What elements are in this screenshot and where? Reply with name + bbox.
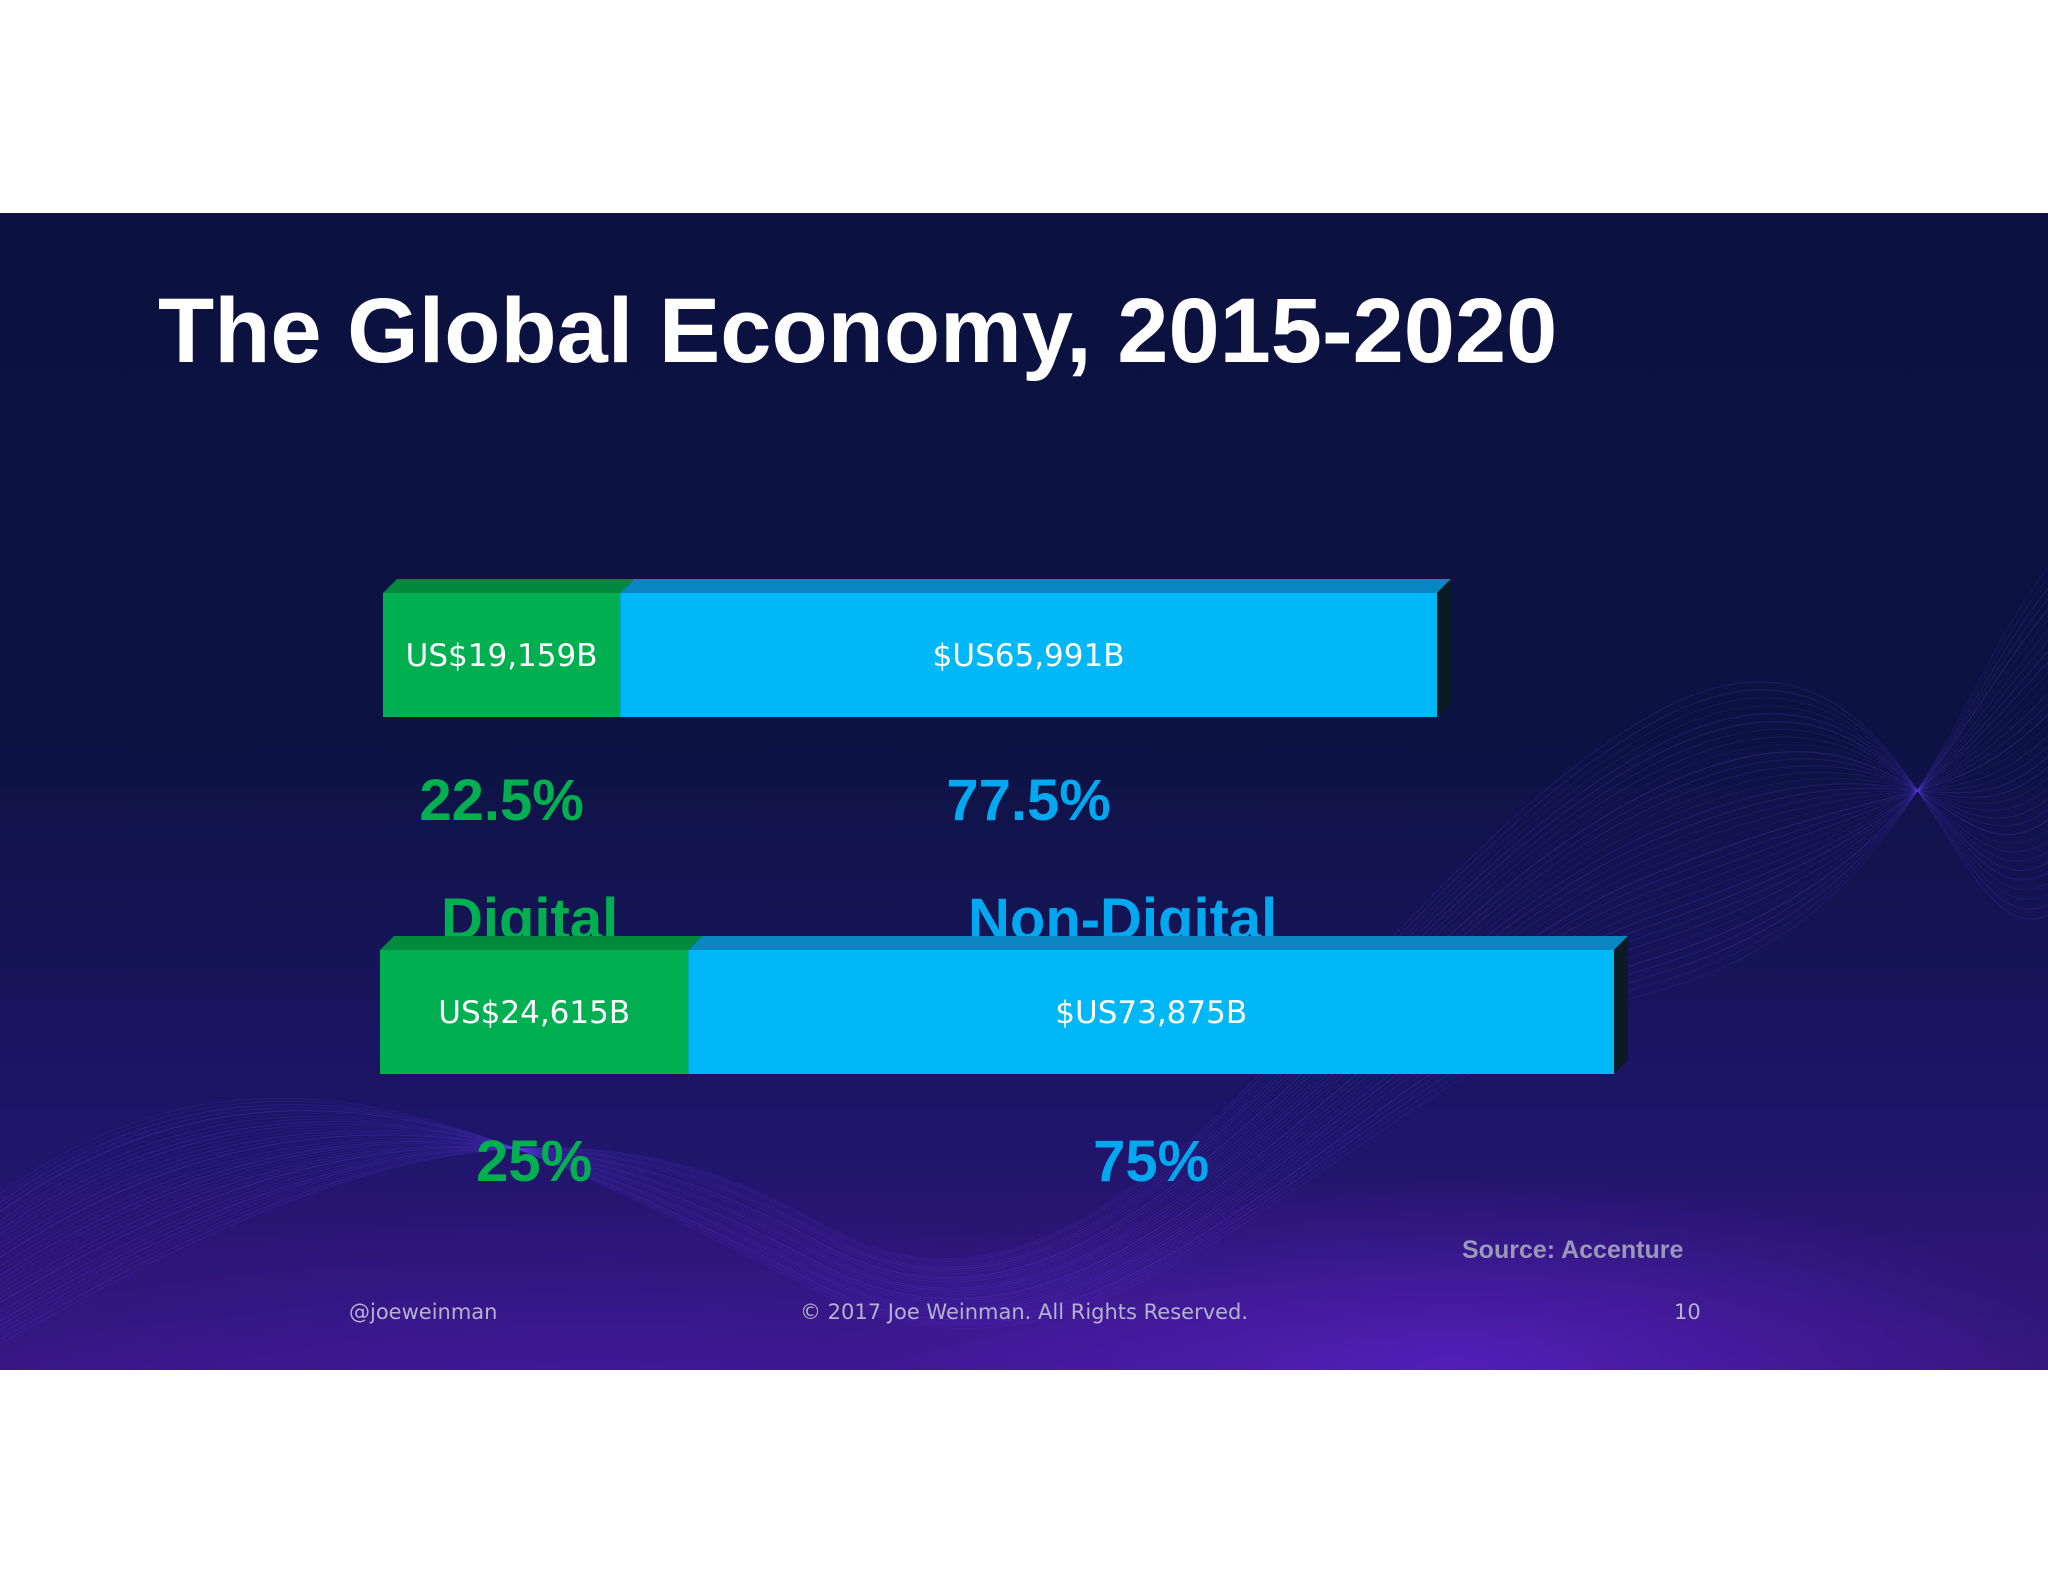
wave-line — [0, 743, 2048, 1308]
wave-line — [0, 566, 2048, 1329]
bar-2-non-digital-segment — [688, 950, 1614, 1074]
wave-line — [0, 697, 2048, 1336]
wave-line — [0, 713, 2048, 1300]
slide-title: The Global Economy, 2015-2020 — [158, 280, 1558, 382]
wave-line — [0, 756, 2048, 1291]
bar-2-digital-value-label: US$24,615B — [438, 995, 630, 1031]
wave-line — [0, 619, 2048, 1319]
wave-line — [0, 751, 2048, 1304]
bar-2-digital-segment — [380, 950, 689, 1074]
wave-line — [0, 661, 2048, 1310]
wave-line — [0, 766, 2048, 1289]
bar-2-non-digital-percent-label: 75% — [1093, 1129, 1209, 1194]
wave-line — [0, 598, 2048, 1323]
wave-line — [0, 758, 2048, 1299]
wave-line — [0, 777, 2048, 1287]
wave-line — [0, 745, 2048, 1293]
slide: The Global Economy, 2015-2020 US$19,159B… — [0, 213, 2048, 1370]
wave-line — [0, 640, 2048, 1314]
bar-1-non-digital-segment — [620, 593, 1437, 717]
wave-line — [0, 734, 2048, 1296]
bar-1-digital-segment — [383, 593, 621, 717]
wave-line — [0, 736, 2048, 1313]
wave-line — [0, 671, 2048, 1308]
footer-handle: @joeweinman — [349, 1300, 498, 1324]
bar-2-non-digital-top-face — [688, 936, 1628, 950]
footer-copyright: © 2017 Joe Weinman. All Rights Reserved. — [800, 1300, 1249, 1324]
wave-line — [0, 650, 2048, 1312]
bar-1-digital-top-face — [383, 579, 635, 593]
wave-line — [0, 721, 2048, 1322]
wave-line — [0, 713, 2048, 1327]
bar-2-side-face — [1614, 936, 1628, 1074]
page-number: 10 — [1674, 1300, 1701, 1324]
wave-line — [0, 724, 2048, 1298]
bar-1-non-digital-value-label: $US65,991B — [933, 638, 1125, 674]
background-waves — [0, 566, 2048, 1345]
bar-2-digital-percent-label: 25% — [476, 1129, 592, 1194]
wave-line — [0, 729, 2048, 1317]
wave-line — [0, 577, 2048, 1327]
wave-line — [0, 608, 2048, 1321]
wave-line — [0, 629, 2048, 1316]
wave-line — [0, 771, 2048, 1290]
wave-line — [0, 703, 2048, 1302]
bar-1-side-face — [1437, 579, 1451, 717]
wave-line — [0, 587, 2048, 1325]
bar-1-non-digital-percent-label: 77.5% — [946, 768, 1110, 833]
bar-2-non-digital-value-label: $US73,875B — [1055, 995, 1247, 1031]
wave-line — [0, 682, 2048, 1306]
wave-line — [0, 705, 2048, 1331]
source-note: Source: Accenture — [1462, 1236, 1684, 1264]
wave-line — [0, 765, 2048, 1295]
bar-2-digital-top-face — [380, 936, 703, 950]
bar-1-non-digital-top-face — [620, 579, 1451, 593]
bar-1-digital-percent-label: 22.5% — [419, 768, 583, 833]
wave-line — [0, 692, 2048, 1304]
bar-1-digital-value-label: US$19,159B — [406, 638, 598, 674]
wave-line — [0, 689, 2048, 1340]
